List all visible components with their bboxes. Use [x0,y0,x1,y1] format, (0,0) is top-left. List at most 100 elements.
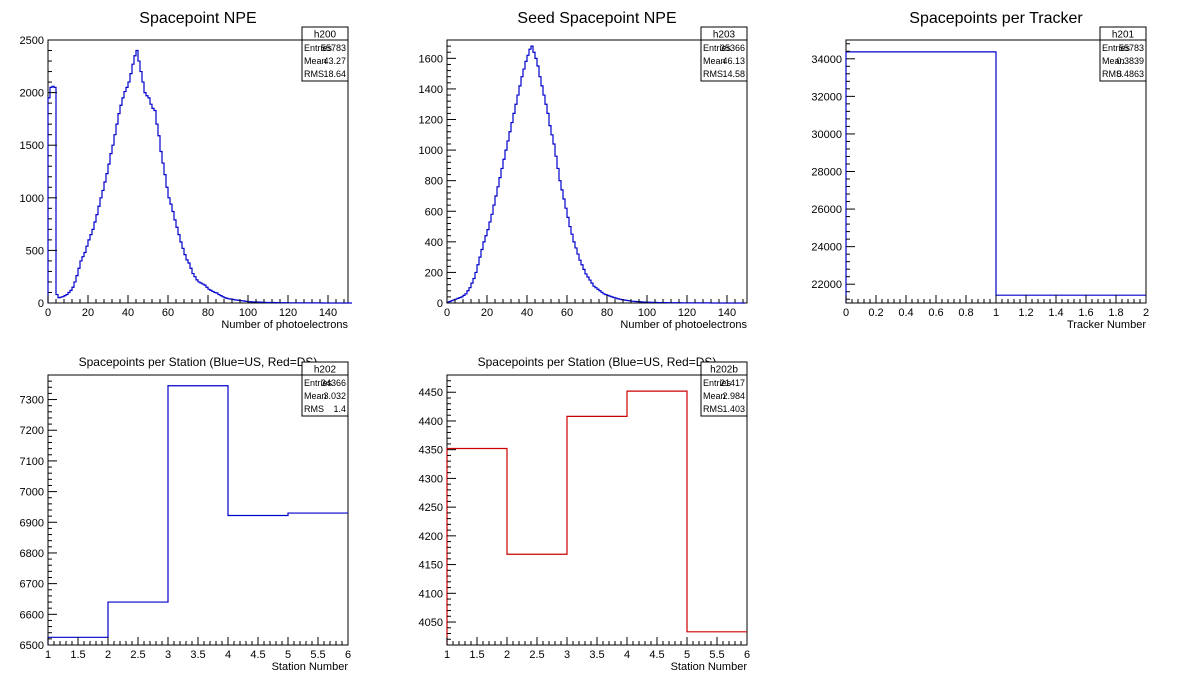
y-tick-label: 34000 [811,54,842,66]
y-tick-label: 32000 [811,91,842,103]
stats-row-label: Mean [703,391,726,401]
stats-row-value: 34366 [321,378,346,388]
y-tick-label: 800 [425,176,443,188]
y-tick-label: 0 [437,298,443,310]
x-tick-label: 4.5 [250,649,265,661]
stats-row-value: 2.984 [722,391,745,401]
stats-row-label: Mean [304,391,327,401]
y-tick-label: 4450 [419,387,443,399]
x-tick-label: 0.4 [898,307,913,319]
x-tick-label: 120 [678,307,696,319]
y-tick-label: 400 [425,237,443,249]
x-axis-label: Station Number [272,661,349,673]
y-tick-label: 28000 [811,167,842,179]
stats-row-value: 43.27 [323,56,346,66]
y-tick-label: 4100 [419,588,443,600]
stats-row-label: Entries [304,43,333,53]
y-tick-label: 1400 [419,84,443,96]
x-tick-label: 1.4 [1048,307,1063,319]
x-tick-label: 60 [162,307,174,319]
stats-row-value: 3.032 [323,391,346,401]
x-tick-label: 2.5 [130,649,145,661]
x-tick-label: 5 [684,649,690,661]
y-tick-label: 6600 [20,609,44,621]
stats-row-label: Entries [304,378,333,388]
stats-row-value: 0.4863 [1116,69,1144,79]
x-tick-label: 3.5 [190,649,205,661]
y-tick-label: 600 [425,206,443,218]
y-tick-label: 4250 [419,502,443,514]
x-tick-label: 0 [444,307,450,319]
y-tick-label: 6800 [20,548,44,560]
plot-frame [446,39,748,304]
x-tick-label: 20 [481,307,493,319]
y-tick-label: 4350 [419,445,443,457]
x-tick-label: 1 [444,649,450,661]
stats-row-label: RMS [703,69,723,79]
x-tick-label: 0 [843,307,849,319]
y-tick-label: 1200 [419,115,443,127]
x-tick-label: 80 [601,307,613,319]
stats-row-label: RMS [1102,69,1122,79]
stats-row-label: Mean [304,56,327,66]
x-tick-label: 5.5 [310,649,325,661]
stats-row-label: RMS [304,404,324,414]
x-tick-label: 0 [45,307,51,319]
x-tick-label: 1.5 [70,649,85,661]
x-tick-label: 140 [718,307,736,319]
y-tick-label: 7000 [20,487,44,499]
histogram-panel: Spacepoints per Station (Blue=US, Red=DS… [20,355,352,673]
stats-row-value: 46.13 [722,56,745,66]
y-tick-label: 500 [26,245,44,257]
x-tick-label: 100 [239,307,257,319]
stats-box-frame [301,26,349,82]
x-tick-label: 0.8 [958,307,973,319]
stats-row-label: Entries [1102,43,1131,53]
x-tick-label: 40 [122,307,134,319]
y-tick-label: 4300 [419,473,443,485]
y-tick-label: 30000 [811,129,842,141]
stats-row-label: RMS [703,404,723,414]
x-axis-label: Station Number [671,661,748,673]
x-tick-label: 2.5 [529,649,544,661]
x-tick-label: 3.5 [589,649,604,661]
x-tick-label: 3 [165,649,171,661]
x-tick-label: 3 [564,649,570,661]
chart-title: Spacepoints per Station (Blue=US, Red=DS… [478,355,717,369]
histogram-panel: Spacepoints per Station (Blue=US, Red=DS… [419,355,751,673]
x-tick-label: 1 [45,649,51,661]
stats-histogram-name: h201 [1112,30,1135,41]
stats-row-value: 1.4 [333,404,346,414]
histogram-series [47,385,348,645]
x-tick-label: 0.2 [868,307,883,319]
x-tick-label: 5 [285,649,291,661]
x-tick-label: 4 [624,649,630,661]
chart-title: Spacepoint NPE [139,10,256,27]
chart-title: Seed Spacepoint NPE [517,10,676,27]
stats-box-frame [301,361,349,417]
x-tick-label: 6 [744,649,750,661]
chart-title: Spacepoints per Tracker [909,10,1083,27]
stats-histogram-name: h200 [314,30,337,41]
histogram-panel: Spacepoint NPE 0 20 40 60 80 100 120 140 0 500 1000… [20,10,352,331]
histogram-series [446,45,745,304]
x-tick-label: 1.2 [1018,307,1033,319]
y-tick-label: 4200 [419,531,443,543]
y-tick-label: 4050 [419,617,443,629]
y-tick-label: 26000 [811,204,842,216]
histogram-series [845,51,1146,303]
x-tick-label: 1 [993,307,999,319]
x-axis-label: Number of photoelectrons [620,319,747,331]
chart-title: Spacepoints per Station (Blue=US, Red=DS… [79,355,318,369]
x-tick-label: 4.5 [649,649,664,661]
stats-row-label: RMS [304,69,324,79]
y-tick-label: 200 [425,267,443,279]
y-tick-label: 6900 [20,517,44,529]
x-tick-label: 6 [345,649,351,661]
histogram-series [47,49,352,304]
